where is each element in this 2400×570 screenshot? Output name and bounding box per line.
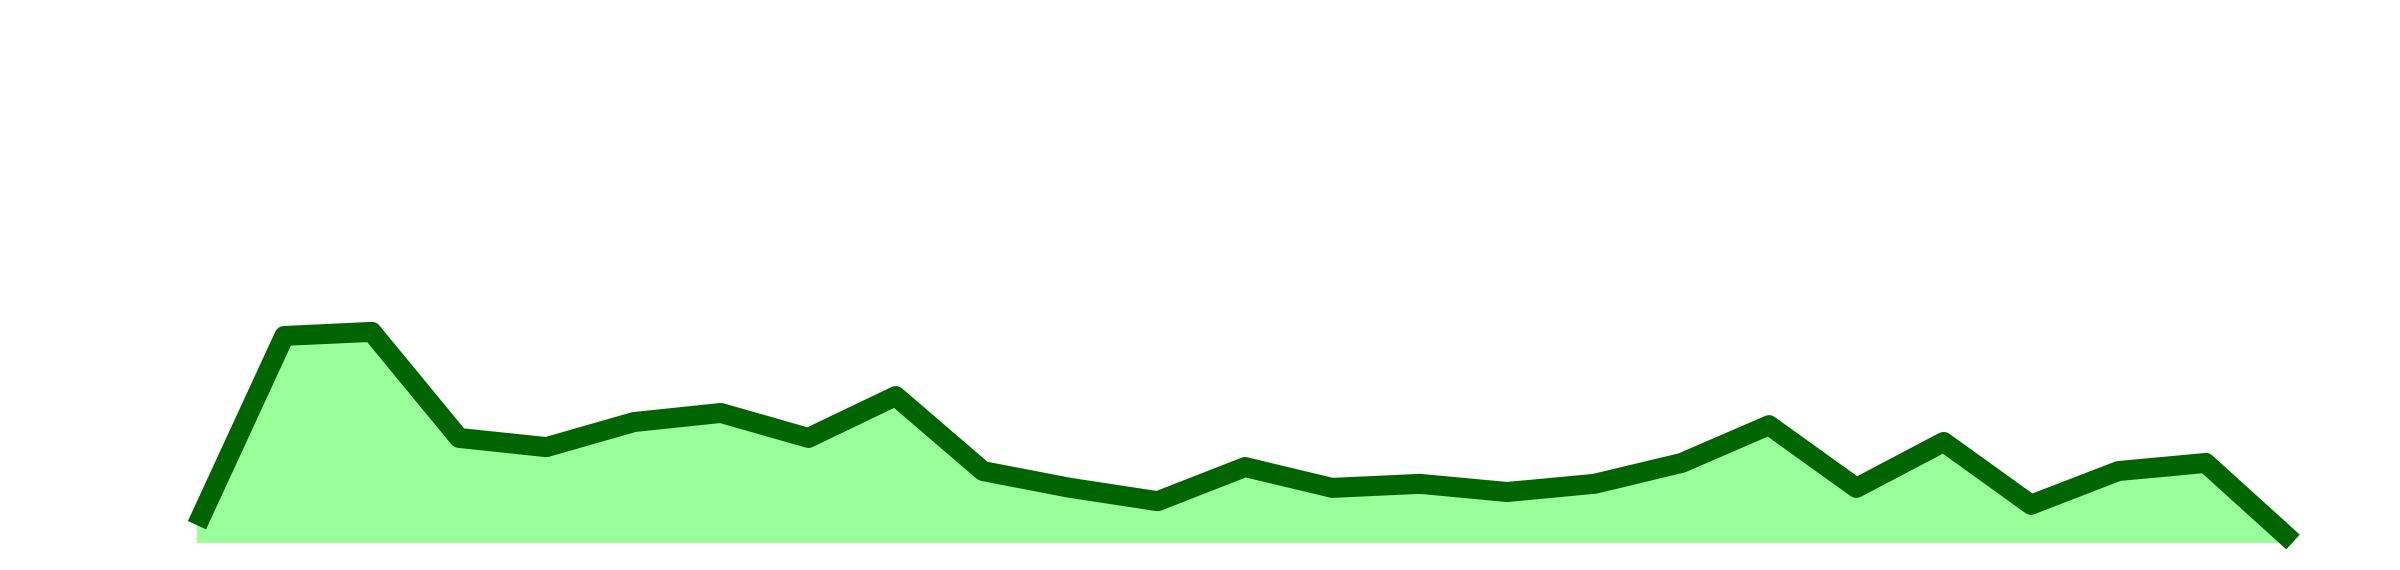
line (187, 321, 2300, 550)
area-fill (197, 331, 2293, 543)
